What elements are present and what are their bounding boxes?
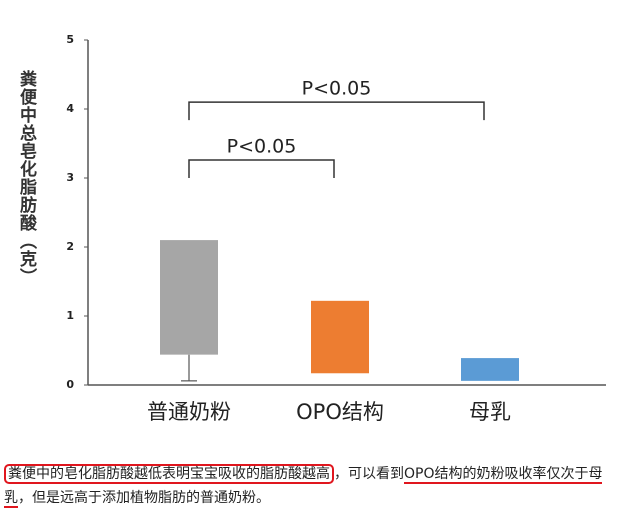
caption-segment: 粪便中的皂化脂肪酸越低表明宝宝吸收的脂肪酸越高 <box>4 464 334 484</box>
chart: 0 1 2 3 4 5 普通奶粉 OPO结构 母乳 P<0.05 P<0.05 <box>66 33 606 424</box>
significance-label: P<0.05 <box>227 136 297 158</box>
caption: 粪便中的皂化脂肪酸越低表明宝宝吸收的脂肪酸越高 ，可以看到OPO结构的奶粉吸收率仅… <box>4 462 616 510</box>
x-tick-label: 母乳 <box>469 400 511 424</box>
caption-segment: OPO结构 <box>404 466 463 484</box>
box <box>160 240 218 355</box>
caption-segment: ，可以看到 <box>334 466 404 482</box>
y-tick-label: 2 <box>66 240 74 253</box>
significance-bracket <box>188 101 485 121</box>
y-tick-label: 0 <box>66 378 74 391</box>
box <box>311 300 369 374</box>
x-tick-label: OPO结构 <box>296 400 384 424</box>
caption-segment: 的奶粉吸收率仅次于母乳 <box>4 466 603 508</box>
y-tick-label: 3 <box>66 171 74 184</box>
significance-bracket <box>188 159 335 179</box>
caption-segment: ，但是远高于添加植物脂肪的普通奶粉。 <box>18 490 270 506</box>
x-tick-label: 普通奶粉 <box>147 400 231 424</box>
significance-label: P<0.05 <box>302 78 372 100</box>
y-axis-label: 粪便中总皂化脂肪酸（克） <box>16 70 36 286</box>
y-tick-label: 5 <box>66 33 74 46</box>
y-tick-label: 1 <box>66 309 74 322</box>
y-tick-label: 4 <box>66 102 74 115</box>
box <box>461 358 519 381</box>
